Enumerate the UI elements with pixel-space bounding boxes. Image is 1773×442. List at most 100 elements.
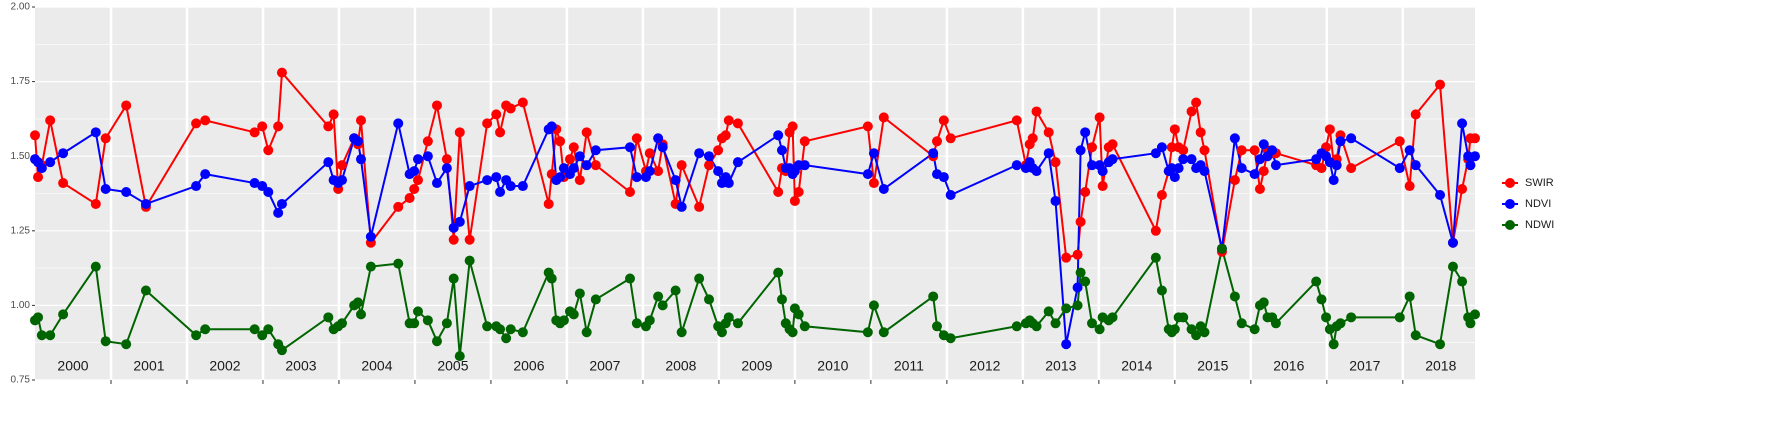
data-point [1072,300,1083,311]
data-point [36,330,47,341]
data-point [90,127,101,138]
data-point [58,178,69,189]
data-point [431,336,442,347]
data-point [1346,133,1357,144]
data-point [945,189,956,200]
data-point [1178,145,1189,156]
year-label: 2006 [513,358,544,374]
data-point [464,255,475,266]
y-tick-label: 1.50 [11,151,31,162]
year-label: 2011 [894,358,924,374]
data-point [1050,318,1061,329]
data-point [454,216,465,227]
data-point [355,309,366,320]
data-point [1173,163,1184,174]
data-point [412,306,423,317]
data-point [1404,181,1415,192]
data-point [1328,175,1339,186]
data-point [590,145,601,156]
data-point [1097,166,1108,177]
data-point [558,315,569,326]
data-point [1191,97,1202,108]
data-point [776,145,787,156]
data-point [704,294,715,305]
data-point [263,187,274,198]
data-point [336,175,347,186]
data-point [140,285,151,296]
data-point [393,201,404,212]
data-point [352,136,363,147]
data-point [263,324,274,335]
data-point [1156,189,1167,200]
data-point [1031,106,1042,117]
year-label: 2008 [665,358,696,374]
data-point [1011,321,1022,332]
data-point [720,130,731,141]
data-point [631,172,642,183]
data-point [1229,291,1240,302]
y-tick-label: 0.75 [11,375,31,386]
data-point [409,184,420,195]
data-point [1236,163,1247,174]
data-point [1236,145,1247,156]
data-point [1335,136,1346,147]
data-point [482,321,493,332]
data-point [868,148,879,159]
data-point [1394,163,1405,174]
data-point [1043,306,1054,317]
data-point [482,175,493,186]
data-point [45,115,56,126]
y-tick-label: 2.00 [11,2,31,13]
data-point [491,172,502,183]
data-point [336,160,347,171]
data-point [1254,184,1265,195]
data-point [581,160,592,171]
data-point [787,327,798,338]
data-point [723,178,734,189]
data-point [590,294,601,305]
data-point [1061,339,1072,350]
data-point [590,160,601,171]
data-point [495,127,506,138]
data-point [1169,124,1180,135]
data-point [789,195,800,206]
data-point [624,142,635,153]
data-point [723,312,734,323]
data-point [140,198,151,209]
data-point [799,136,810,147]
data-point [1043,127,1054,138]
data-point [409,166,420,177]
data-point [1061,252,1072,263]
data-point [1321,312,1332,323]
data-point [716,327,727,338]
data-point [1107,139,1118,150]
data-point [1087,318,1098,329]
data-point [773,267,784,278]
data-point [945,333,956,344]
data-point [928,148,939,159]
data-point [1470,151,1480,162]
data-point [945,133,956,144]
year-label: 2007 [589,358,620,374]
data-point [1097,181,1108,192]
data-point [1031,166,1042,177]
data-point [1404,145,1415,156]
data-point [1075,216,1086,227]
data-point [1457,184,1468,195]
data-point [491,109,502,120]
data-point [1394,312,1405,323]
data-point [412,154,423,165]
data-point [793,187,804,198]
data-point [1216,243,1227,254]
data-point [1394,136,1405,147]
data-point [1087,142,1098,153]
data-point [862,121,873,132]
data-point [799,321,810,332]
data-point [495,187,506,198]
data-point [653,291,664,302]
data-point [1195,127,1206,138]
data-point [1316,163,1327,174]
data-point [1186,106,1197,117]
data-point [1166,142,1177,153]
data-point [1457,276,1468,287]
